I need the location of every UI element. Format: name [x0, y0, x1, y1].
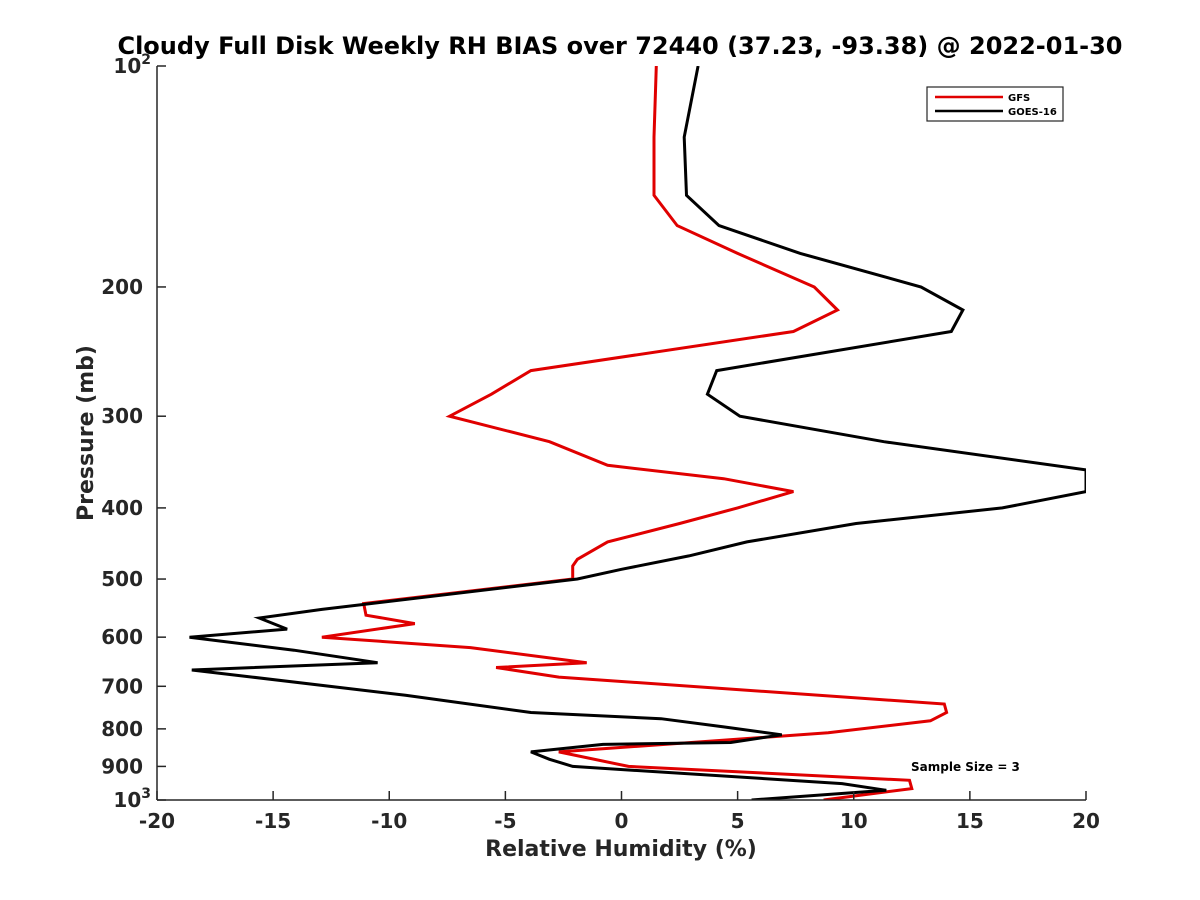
- y-tick-label: 900: [101, 754, 143, 778]
- legend-label-gfs: GFS: [1008, 93, 1030, 104]
- y-tick-label: 700: [101, 674, 143, 698]
- x-tick-label: 5: [731, 809, 745, 833]
- y-tick-label: 500: [101, 567, 143, 591]
- x-tick-label: 10: [840, 809, 868, 833]
- y-tick-label: 400: [101, 496, 143, 520]
- x-axis-label: Relative Humidity (%): [485, 837, 757, 862]
- legend: GFS GOES-16: [926, 86, 1064, 122]
- y-axis-label: Pressure (mb): [74, 345, 99, 521]
- y-tick-label: 200: [101, 275, 143, 299]
- y-tick-label: 300: [101, 404, 143, 428]
- x-tick-label: -20: [139, 809, 175, 833]
- y-tick-label: 103: [113, 786, 151, 812]
- x-tick-label: -15: [255, 809, 291, 833]
- y-tick-label: 102: [113, 52, 151, 78]
- y-ticks: 102 200 300 400 500 600 700 800 900 103: [101, 52, 166, 812]
- sample-size-annotation: Sample Size = 3: [911, 760, 1020, 774]
- y-tick-label: 800: [101, 717, 143, 741]
- x-tick-label: -10: [371, 809, 407, 833]
- legend-label-goes16: GOES-16: [1008, 107, 1057, 118]
- y-tick-label: 600: [101, 625, 143, 649]
- plot-area: [189, 66, 1086, 800]
- chart-title: Cloudy Full Disk Weekly RH BIAS over 724…: [117, 32, 1122, 60]
- x-tick-label: 0: [615, 809, 629, 833]
- x-tick-label: -5: [494, 809, 516, 833]
- x-ticks: -20 -15 -10 -5 0 5 10 15 20: [139, 791, 1100, 833]
- x-tick-label: 15: [956, 809, 984, 833]
- series-line-gfs: [321, 66, 949, 800]
- x-tick-label: 20: [1072, 809, 1100, 833]
- series-line-goes16: [189, 66, 1086, 800]
- axes: [156, 66, 1086, 801]
- legend-box: [926, 86, 1064, 122]
